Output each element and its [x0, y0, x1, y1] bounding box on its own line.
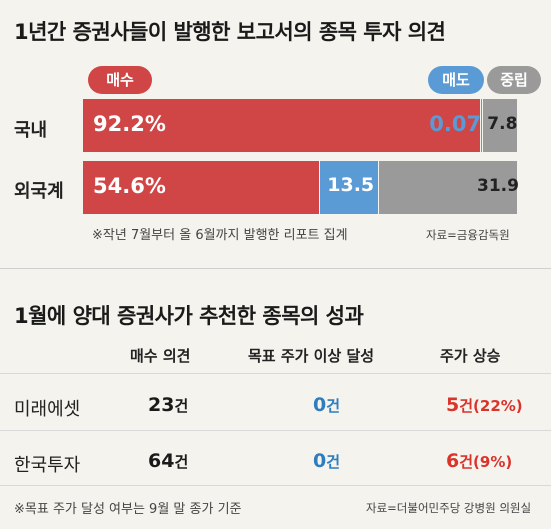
legend-buy-pill: 매수: [88, 66, 152, 94]
category-label-domestic: 국내: [14, 120, 48, 141]
bar-segment-buy: [83, 99, 481, 152]
bar-segment-neutral: [378, 161, 517, 214]
legend-sell-pill: 매도: [428, 66, 484, 94]
buy-count: 64건: [148, 450, 189, 472]
legend-neutral-pill: 중립: [487, 66, 541, 94]
data-label-neutral: 31.9: [477, 176, 519, 196]
bar-segment-buy: [83, 161, 319, 214]
target-count: 0건: [313, 450, 341, 472]
bottom-source: 자료=더불어민주당 강병원 의원실: [366, 501, 532, 515]
bar-segment-sell: [319, 161, 378, 214]
top-source: 자료=금융감독원: [426, 228, 510, 242]
col-header-buy: 매수 의견: [130, 347, 191, 365]
col-header-target: 목표 주가 이상 달성: [248, 347, 375, 365]
data-label-sell: 13.5: [327, 174, 375, 196]
top-footnote: ※작년 7월부터 올 6월까지 발행한 리포트 집계: [92, 228, 348, 243]
data-label-buy: 92.2%: [93, 112, 166, 136]
data-label-buy: 54.6%: [93, 174, 166, 198]
rise-count: 6건(9%): [446, 450, 513, 472]
rise-count: 5건(22%): [446, 394, 523, 416]
table-rule: [0, 485, 551, 486]
table-rule: [0, 373, 551, 374]
bar-segment-neutral: [483, 99, 517, 152]
col-header-rise: 주가 상승: [440, 347, 501, 365]
table-rule: [0, 430, 551, 431]
data-label-sell: 0.07: [429, 112, 482, 136]
table-title: 1월에 양대 증권사가 추천한 종목의 성과: [14, 304, 364, 328]
target-count: 0건: [313, 394, 341, 416]
buy-count: 23건: [148, 394, 189, 416]
firm-name: 한국투자: [14, 455, 81, 476]
firm-name: 미래에셋: [14, 399, 81, 420]
category-label-foreign: 외국계: [14, 181, 64, 202]
bottom-footnote: ※목표 주가 달성 여부는 9월 말 종가 기준: [14, 502, 242, 517]
bar-segment-sell: [481, 99, 483, 152]
chart-title: 1년간 증권사들이 발행한 보고서의 종목 투자 의견: [14, 20, 446, 44]
section-divider: [0, 268, 551, 269]
data-label-neutral: 7.8: [487, 114, 518, 134]
